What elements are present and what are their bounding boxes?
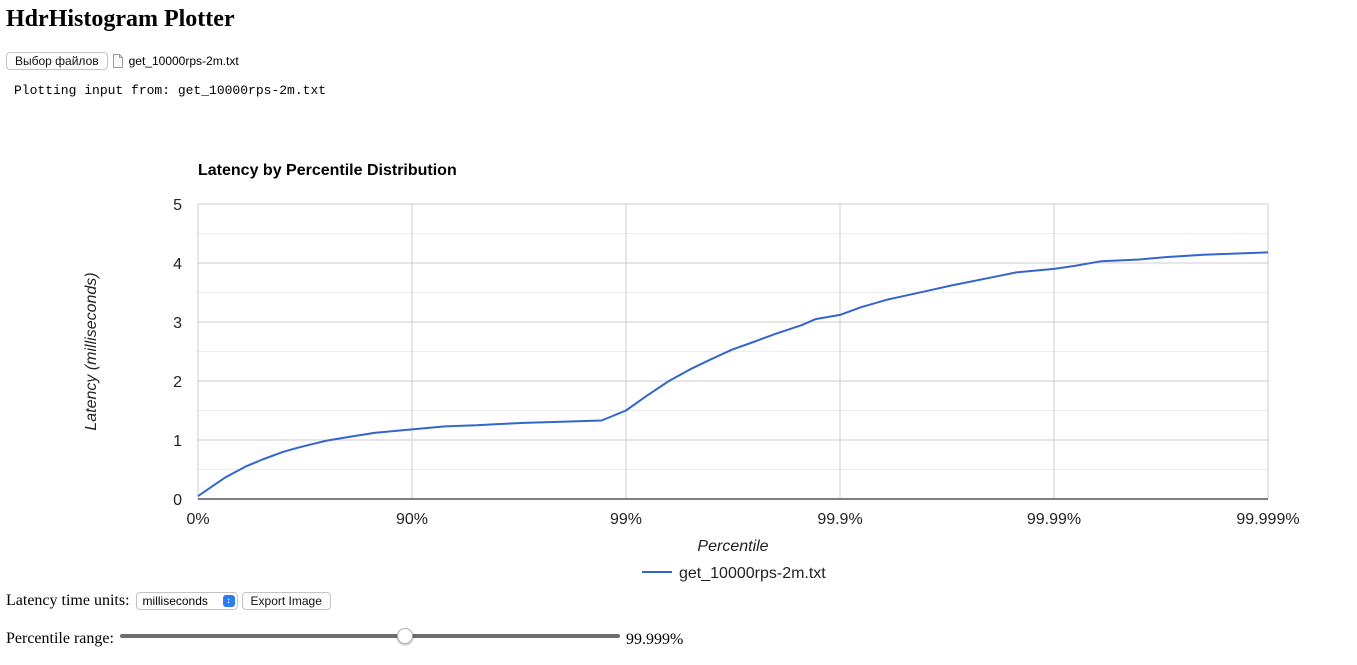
y-tick-label: 0 [173, 492, 182, 509]
x-tick-label: 99.99% [1027, 511, 1081, 528]
chart-grid [197, 203, 1269, 500]
selected-file-name: get_10000rps-2m.txt [128, 54, 239, 68]
series-line [197, 251, 1269, 497]
document-icon [112, 54, 123, 68]
export-image-button[interactable]: Export Image [241, 592, 331, 610]
units-select-value: milliseconds [142, 594, 208, 608]
y-tick-label: 5 [173, 197, 182, 214]
x-axis-label: Percentile [697, 538, 768, 555]
x-tick-label: 90% [396, 511, 428, 528]
plotting-status-text: Plotting input from: get_10000rps-2m.txt [14, 83, 327, 98]
units-select[interactable]: milliseconds ↕ [135, 592, 238, 610]
x-tick-label: 0% [186, 511, 209, 528]
choose-files-button[interactable]: Выбор файлов [6, 52, 108, 70]
units-row: Latency time units: milliseconds ↕ Expor… [6, 591, 331, 611]
x-tick-label: 99.999% [1236, 511, 1299, 528]
percentile-range-row: Percentile range: 99.999% [6, 628, 706, 650]
x-tick-label: 99.9% [817, 511, 862, 528]
percentile-range-slider[interactable] [120, 628, 620, 644]
latency-chart: 0 1 2 3 4 5 0% 90% 99% 99.9% 99.99% 99.999% Latency … [83, 162, 1300, 582]
select-arrows-icon: ↕ [222, 595, 235, 607]
y-axis-label: Latency (milliseconds) [83, 272, 100, 430]
units-label: Latency time units: [6, 592, 130, 609]
y-tick-label: 3 [173, 315, 182, 332]
slider-thumb[interactable] [397, 628, 413, 644]
percentile-range-label: Percentile range: [6, 630, 114, 647]
percentile-range-value: 99.999% [626, 631, 684, 648]
file-input-row: Выбор файлов get_10000rps-2m.txt [6, 52, 239, 70]
chart-series [197, 251, 1269, 497]
chart-labels: 0 1 2 3 4 5 0% 90% 99% 99.9% 99.99% 99.999% Latency … [83, 162, 1300, 582]
y-tick-label: 1 [173, 433, 182, 450]
page-title: HdrHistogram Plotter [6, 6, 235, 32]
chart-title: Latency by Percentile Distribution [198, 162, 457, 179]
y-tick-label: 4 [173, 256, 182, 273]
legend-label: get_10000rps-2m.txt [679, 565, 826, 582]
y-tick-label: 2 [173, 374, 182, 391]
x-tick-label: 99% [610, 511, 642, 528]
